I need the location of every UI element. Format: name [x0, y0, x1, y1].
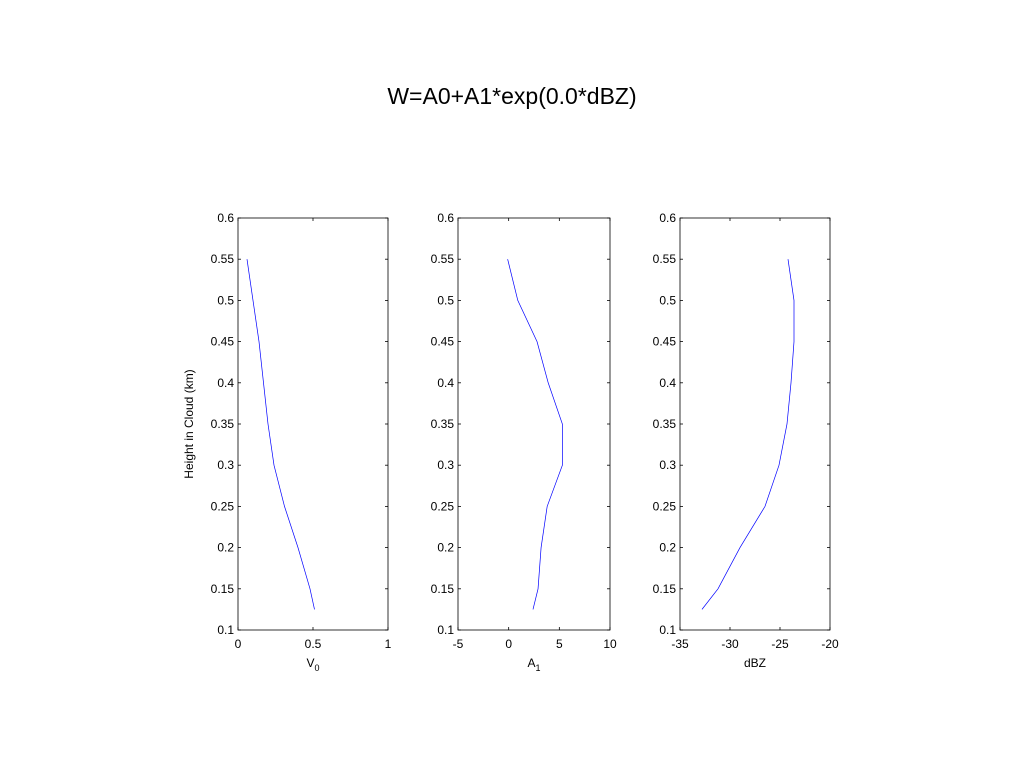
x-tick-label: -25: [771, 637, 789, 651]
y-tick-label: 0.4: [437, 376, 454, 390]
y-tick-label: 0.2: [217, 541, 234, 555]
x-axis-label-sub: 0: [315, 663, 320, 673]
y-tick-label: 0.2: [437, 541, 454, 555]
plot-frame: [237, 217, 389, 631]
x-tick-label: 1: [385, 637, 392, 651]
y-tick-label: 0.45: [653, 335, 677, 349]
y-tick-label: 0.45: [431, 335, 455, 349]
y-tick-label: 0.15: [653, 582, 677, 596]
y-tick-label: 0.15: [211, 582, 235, 596]
x-tick-label: 0: [235, 637, 242, 651]
y-tick-label: 0.35: [211, 417, 235, 431]
y-tick-label: 0.3: [217, 458, 234, 472]
y-tick-label: 0.3: [437, 458, 454, 472]
x-axis-label-main: dBZ: [744, 656, 766, 670]
plot-frame: [679, 217, 831, 631]
x-tick-label: -30: [721, 637, 739, 651]
x-tick-label: -35: [671, 637, 689, 651]
y-tick-label: 0.5: [437, 293, 454, 307]
x-tick-label: -5: [453, 637, 464, 651]
y-tick-label: 0.5: [217, 293, 234, 307]
y-tick-label: 0.45: [211, 335, 235, 349]
y-tick-label: 0.25: [431, 499, 455, 513]
x-tick-label: -20: [821, 637, 839, 651]
figure-title: W=A0+A1*exp(0.0*dBZ): [387, 83, 636, 109]
x-axis-label-main: V: [306, 656, 314, 670]
y-tick-label: 0.6: [437, 211, 454, 225]
profile-line: [507, 259, 563, 610]
y-tick-label: 0.35: [653, 417, 677, 431]
x-axis-label: V0: [306, 656, 319, 673]
x-axis-label-main: A: [527, 656, 535, 670]
plot-frame: [457, 217, 611, 631]
y-tick-label: 0.6: [659, 211, 676, 225]
y-tick-label: 0.25: [211, 499, 235, 513]
profile-line: [246, 259, 315, 610]
x-tick-label: 10: [603, 637, 617, 651]
x-tick-label: 0.5: [305, 637, 322, 651]
y-tick-label: 0.55: [653, 252, 677, 266]
x-axis-label: A1: [527, 656, 540, 673]
y-tick-label: 0.1: [659, 623, 676, 637]
x-axis-label-sub: 1: [536, 663, 541, 673]
y-tick-label: 0.4: [659, 376, 676, 390]
x-tick-label: 0: [505, 637, 512, 651]
y-tick-label: 0.3: [659, 458, 676, 472]
y-tick-label: 0.2: [659, 541, 676, 555]
x-axis-label: dBZ: [744, 656, 766, 670]
x-tick-label: 5: [556, 637, 563, 651]
y-tick-label: 0.5: [659, 293, 676, 307]
y-tick-label: 0.6: [217, 211, 234, 225]
y-tick-label: 0.25: [653, 499, 677, 513]
y-tick-label: 0.55: [211, 252, 235, 266]
y-tick-label: 0.1: [437, 623, 454, 637]
y-tick-label: 0.4: [217, 376, 234, 390]
y-tick-label: 0.1: [217, 623, 234, 637]
profile-line: [701, 259, 795, 610]
y-tick-label: 0.15: [431, 582, 455, 596]
y-axis-label: Height in Cloud (km): [182, 369, 196, 478]
y-tick-label: 0.55: [431, 252, 455, 266]
y-tick-label: 0.35: [431, 417, 455, 431]
